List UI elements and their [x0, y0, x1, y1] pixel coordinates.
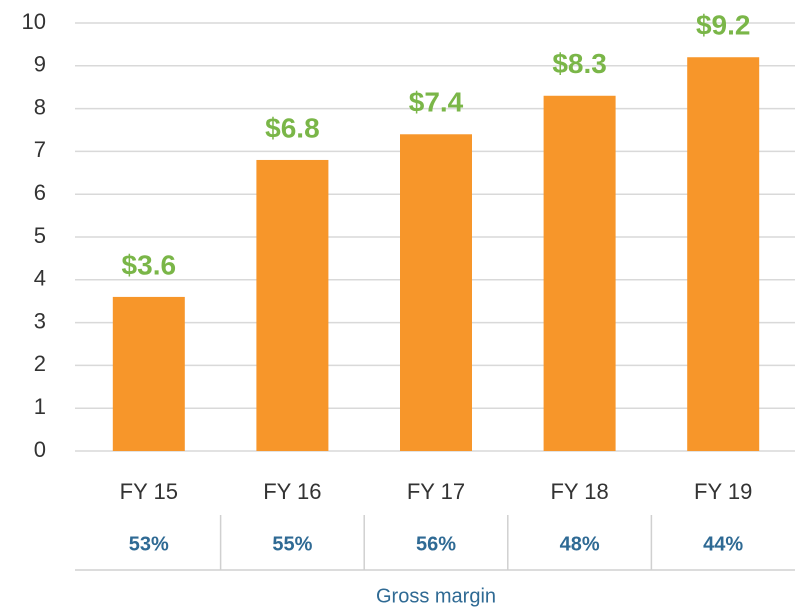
y-tick-label: 5 — [34, 223, 46, 248]
gross-margin-value: 44% — [703, 533, 743, 555]
gross-margin-value: 56% — [416, 533, 456, 555]
gross-margin-value: 48% — [560, 533, 600, 555]
x-tick-label: FY 18 — [550, 479, 608, 504]
gross-margin-value: 55% — [272, 533, 312, 555]
x-tick-label: FY 16 — [263, 479, 321, 504]
value-label: $8.3 — [552, 48, 607, 79]
bar — [256, 159, 329, 451]
y-tick-label: 0 — [34, 437, 46, 462]
bar — [687, 57, 760, 452]
y-tick-label: 8 — [34, 94, 46, 119]
y-tick-label: 7 — [34, 137, 46, 162]
y-tick-label: 9 — [34, 52, 46, 77]
x-tick-label: FY 19 — [694, 479, 752, 504]
y-tick-label: 4 — [34, 266, 46, 291]
value-label: $6.8 — [265, 112, 320, 143]
gross-margin-label: Gross margin — [376, 585, 496, 607]
bar — [112, 296, 185, 451]
bar — [543, 95, 616, 451]
y-tick-label: 10 — [22, 9, 46, 34]
y-tick-label: 1 — [34, 394, 46, 419]
value-label: $9.2 — [696, 10, 751, 41]
value-label: $3.6 — [122, 249, 177, 280]
value-label: $7.4 — [409, 87, 464, 118]
x-tick-label: FY 17 — [407, 479, 465, 504]
gross-margin-value: 53% — [129, 533, 169, 555]
y-tick-label: 6 — [34, 180, 46, 205]
x-tick-label: FY 15 — [120, 479, 178, 504]
bar — [400, 134, 472, 451]
y-tick-label: 2 — [34, 351, 46, 376]
y-tick-label: 3 — [34, 308, 46, 333]
